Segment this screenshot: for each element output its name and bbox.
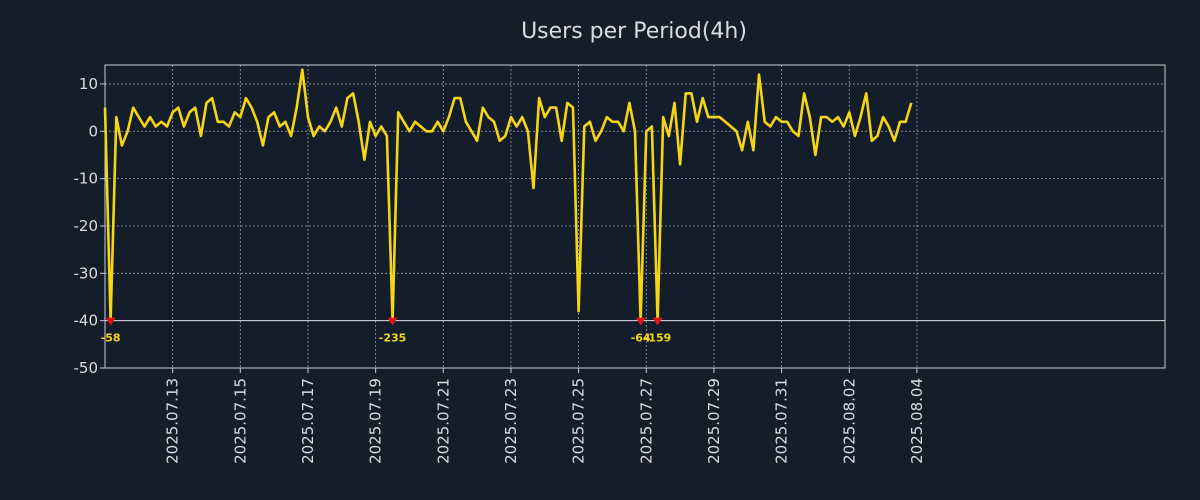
x-tick-label: 2025.07.29 <box>705 378 723 464</box>
outlier-value-label: -235 <box>379 332 407 345</box>
x-tick-label: 2025.07.13 <box>164 378 182 464</box>
y-tick-label: -20 <box>74 217 99 235</box>
x-tick-label: 2025.07.27 <box>637 378 655 464</box>
series-line-users <box>103 68 913 323</box>
outlier-value-label: -64 <box>631 332 651 345</box>
axes: 10 0 -10 -20 -30 -40 -50 2025.07.13 2025.07.15 20… <box>74 64 1166 464</box>
outlier-marker <box>652 317 663 326</box>
y-tick-label: -50 <box>74 359 99 377</box>
chart-title: Users per Period(4h) <box>521 19 747 44</box>
outlier-value-label: -159 <box>644 332 672 345</box>
x-tick-label: 2025.07.15 <box>231 378 249 464</box>
x-tick-label: 2025.07.17 <box>299 378 317 464</box>
series-line-layer <box>103 68 913 323</box>
x-tick-label: 2025.07.19 <box>367 378 385 464</box>
y-tick-label: -10 <box>74 170 99 188</box>
annotation-layer: -58 -235 -64-159 <box>101 317 672 345</box>
outlier-marker <box>635 317 646 326</box>
x-tick-label: 2025.08.02 <box>840 378 858 464</box>
y-tick-label: -30 <box>74 264 99 282</box>
outlier-value-label: -58 <box>101 332 121 345</box>
y-tick-label: 0 <box>88 122 98 140</box>
x-tick-label: 2025.07.21 <box>434 378 452 464</box>
y-tick-label: 10 <box>79 75 98 93</box>
x-tick-label: 2025.07.23 <box>502 378 520 464</box>
x-tick-label: 2025.07.25 <box>570 378 588 464</box>
x-tick-label: 2025.08.04 <box>908 378 926 464</box>
x-tick-label: 2025.07.31 <box>773 378 791 464</box>
grid <box>105 65 1165 369</box>
plot-frame <box>104 64 1166 369</box>
outlier-marker <box>105 317 116 326</box>
outlier-marker <box>387 317 398 326</box>
y-tick-label: -40 <box>74 312 99 330</box>
